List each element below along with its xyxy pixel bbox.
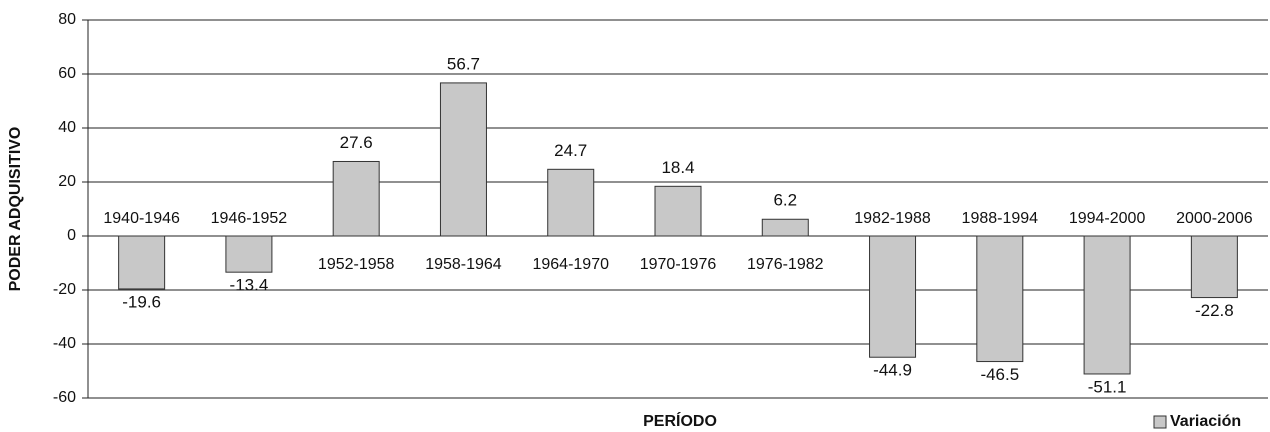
bar (225, 235, 273, 273)
data-label: -44.9 (873, 361, 912, 380)
x-tick-label: 1958-1964 (425, 256, 502, 273)
bar (332, 160, 380, 237)
x-tick-label: 1994-2000 (1069, 210, 1146, 227)
bar (976, 235, 1024, 363)
data-label: 24.7 (554, 141, 587, 160)
x-tick-label: 1982-1988 (854, 210, 931, 227)
data-label: -46.5 (980, 365, 1019, 384)
data-label: 56.7 (447, 54, 480, 73)
x-tick-label: 1976-1982 (747, 256, 824, 273)
x-tick-label: 1964-1970 (532, 256, 609, 273)
x-axis-title: PERÍODO (643, 411, 717, 430)
x-tick-label: 1940-1946 (103, 210, 180, 227)
data-label: 6.2 (773, 191, 797, 210)
y-axis-title: PODER ADQUISITIVO (7, 127, 24, 292)
data-label: -13.4 (230, 276, 269, 295)
bar (869, 235, 917, 358)
y-tick-label: 0 (67, 227, 76, 244)
bar (118, 235, 166, 290)
y-tick-label: 60 (58, 65, 76, 82)
x-tick-label: 2000-2006 (1176, 210, 1253, 227)
y-tick-label: 40 (58, 119, 76, 136)
data-label: -22.8 (1195, 301, 1234, 320)
y-tick-label: -40 (53, 335, 76, 352)
data-label: 27.6 (340, 133, 373, 152)
bar (439, 82, 487, 237)
legend-label: Variación (1170, 413, 1241, 430)
bar (654, 185, 702, 237)
y-tick-label: -20 (53, 281, 76, 298)
x-tick-label: 1952-1958 (318, 256, 395, 273)
data-label: 18.4 (661, 158, 694, 177)
x-tick-label: 1970-1976 (640, 256, 717, 273)
bar (1190, 235, 1238, 299)
data-label: -19.6 (122, 292, 161, 311)
y-tick-label: 20 (58, 173, 76, 190)
y-tick-label: 80 (58, 11, 76, 28)
legend-swatch (1153, 415, 1167, 429)
x-tick-label: 1946-1952 (211, 210, 288, 227)
bar (1083, 235, 1131, 375)
x-tick-label: 1988-1994 (962, 210, 1039, 227)
y-tick-label: -60 (53, 389, 76, 406)
bar (547, 168, 595, 237)
bar (761, 218, 809, 237)
data-label: -51.1 (1088, 377, 1127, 396)
